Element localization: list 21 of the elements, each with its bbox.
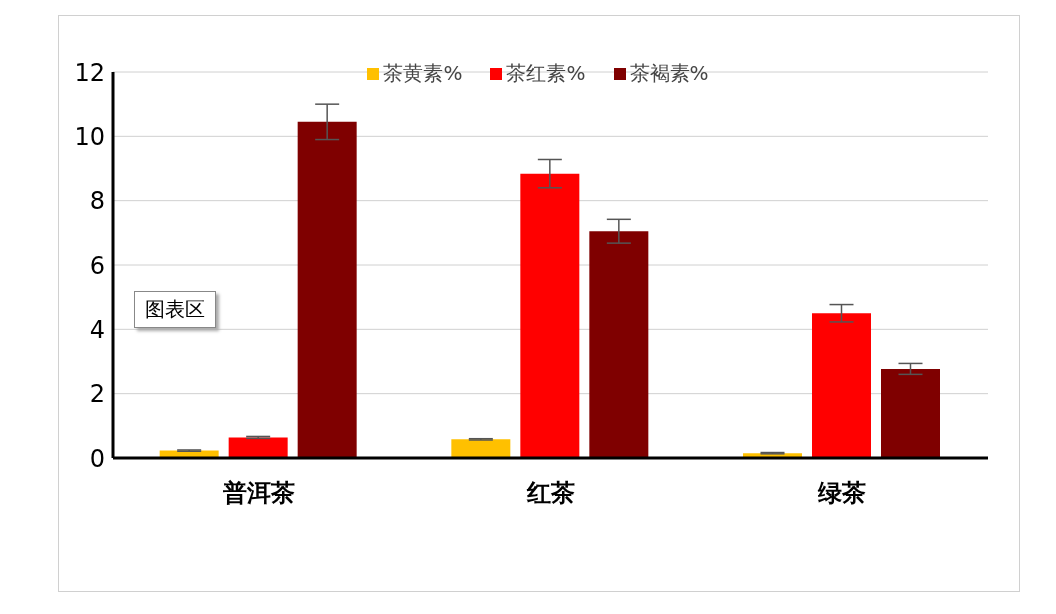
y-tick-label: 8 [89, 187, 105, 216]
legend-label: 茶褐素% [628, 60, 709, 87]
y-tick-label: 6 [89, 251, 105, 280]
y-tick-label: 0 [89, 444, 105, 473]
y-tick-label: 12 [74, 58, 105, 87]
bar [812, 313, 871, 458]
legend-label: 茶黄素% [382, 60, 463, 87]
annotation: 图表区 [134, 291, 216, 328]
bar [881, 368, 940, 458]
y-tick-label: 2 [89, 380, 105, 409]
bar [520, 173, 580, 458]
y-tick-label: 4 [89, 315, 105, 344]
bar [589, 231, 649, 458]
y-tick-label: 10 [74, 122, 105, 151]
x-tick-label: 普洱茶 [221, 479, 295, 508]
bar [297, 121, 357, 458]
x-tick-label: 绿茶 [817, 479, 867, 508]
bar [228, 437, 288, 458]
x-tick-label: 红茶 [525, 479, 575, 508]
legend-label: 茶红素% [505, 60, 586, 87]
bar [451, 439, 511, 458]
